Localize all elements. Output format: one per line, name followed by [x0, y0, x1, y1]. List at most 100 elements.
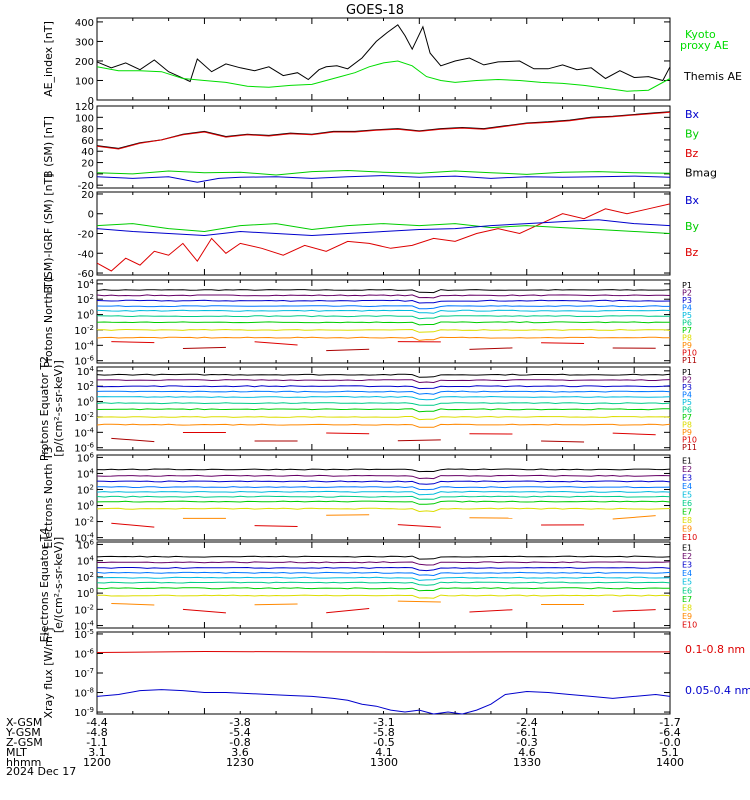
- y-axis-label: Electrons North T3: [42, 446, 55, 548]
- y-tick-label: 106: [77, 451, 95, 464]
- footer-value: -1.1: [86, 736, 107, 749]
- y-tick-label: 60: [81, 136, 94, 147]
- legend-entry: By: [685, 128, 700, 141]
- series-line: [96, 219, 671, 237]
- series-line: [96, 111, 671, 150]
- footer-value: -6.4: [659, 726, 680, 739]
- y-tick-label: 106: [77, 538, 95, 551]
- legend-entry: P7: [682, 413, 692, 422]
- y-tick-label: 10-2: [74, 324, 94, 337]
- y-tick-label: 10-4: [74, 339, 94, 352]
- y-tick-label: 10-9: [74, 706, 94, 719]
- legend-entry: Bx: [685, 108, 700, 121]
- panel-7: Electrons Equator T4 [e/(cm²-s-sr-keV)] 10…: [38, 528, 697, 643]
- channel-segment: [397, 524, 441, 528]
- legend-entry: P5: [682, 311, 692, 320]
- y-tick-label: 10-4: [74, 426, 94, 439]
- channel-line: [96, 581, 671, 586]
- y-tick-label: 10-8: [74, 687, 94, 700]
- y-tick-label: 10-5: [74, 628, 94, 641]
- footer-row-label: Z-GSM: [6, 736, 43, 749]
- channel-line: [96, 587, 670, 592]
- y-tick-label: 100: [77, 309, 94, 322]
- chart-title: GOES-18: [346, 3, 404, 18]
- channel-segment: [612, 515, 656, 520]
- y-axis-label: Protons North T1: [42, 275, 55, 368]
- y-axis-label: Protons Equator T2: [38, 356, 51, 461]
- channel-line: [96, 395, 671, 401]
- footer-value: -0.3: [516, 736, 537, 749]
- channel-segment: [111, 522, 155, 528]
- channel-line: [96, 315, 670, 320]
- channel-line: [96, 507, 671, 513]
- y-tick-label: 102: [77, 483, 94, 496]
- footer-value: -0.8: [229, 736, 250, 749]
- footer-value: -0.5: [373, 736, 394, 749]
- y-tick-label: 200: [75, 57, 94, 68]
- panel-frame: [96, 191, 671, 276]
- panel-frame: [96, 541, 671, 629]
- legend-entry: P2: [682, 288, 692, 297]
- y-tick-label: 104: [77, 555, 95, 568]
- y-tick-label: 104: [77, 365, 95, 378]
- footer-value: -3.8: [229, 716, 250, 729]
- channel-segment: [612, 609, 656, 612]
- channel-line: [96, 423, 671, 428]
- legend-entry: P11: [682, 443, 697, 452]
- channel-line: [97, 566, 671, 572]
- legend-entry: P1: [682, 368, 692, 377]
- channel-line: [97, 379, 671, 384]
- footer-value: 1230: [226, 756, 254, 769]
- channel-line: [96, 555, 671, 560]
- legend-entry: 0.05-0.4 nm: [685, 684, 750, 697]
- y-tick-label: 300: [75, 37, 94, 48]
- legend-entry: P6: [682, 406, 692, 415]
- series-line: [96, 689, 671, 715]
- footer-value: -4.8: [86, 726, 107, 739]
- channel-line: [96, 299, 671, 304]
- y-axis-label: Electrons Equator T4: [38, 528, 51, 643]
- y-tick-label: 104: [77, 278, 95, 291]
- legend-entry: E4: [682, 569, 692, 578]
- footer-axis-table: 2024 Dec 17 X-GSM -4.4 -3.8 -3.1 -2.4 -1.7 Y-G…: [5, 716, 684, 778]
- channel-line: [96, 321, 671, 326]
- legend-entry: P9: [682, 428, 692, 437]
- y-tick-label: 20: [81, 190, 94, 201]
- legend-entry: P8: [682, 334, 692, 343]
- footer-value: -3.1: [373, 716, 394, 729]
- legend-entry: E2: [682, 552, 692, 561]
- legend-entry: P4: [682, 303, 692, 312]
- channel-line: [96, 480, 671, 485]
- legend: Bx By Bz Bmag: [685, 108, 717, 180]
- channel-segment: [111, 341, 155, 344]
- legend: 0.1-0.8 nm 0.05-0.4 nm: [685, 643, 750, 697]
- legend-entry: E9: [682, 524, 692, 533]
- channel-line: [96, 294, 671, 299]
- y-axis-label: B (SM) [nT]: [42, 116, 55, 178]
- legend-entry: P6: [682, 319, 692, 328]
- channel-line: [96, 468, 671, 473]
- footer-value: -6.1: [516, 726, 537, 739]
- footer-value: 1200: [83, 756, 111, 769]
- channel-line: [96, 289, 671, 294]
- footer-value: 4.1: [375, 746, 393, 759]
- legend-entry: P10: [682, 349, 697, 358]
- channel-line: [96, 305, 670, 310]
- panel-5: Protons Equator T2 [p/(cm²-s-sr-keV)] 1041…: [38, 356, 697, 461]
- legend-entry: Kyoto: [685, 28, 716, 41]
- channel-line: [97, 328, 671, 333]
- channel-segment: [111, 437, 155, 443]
- y-tick-label: 100: [77, 396, 94, 409]
- series-line: [96, 650, 670, 653]
- legend-entry: E7: [682, 507, 692, 516]
- legend-entry: E6: [682, 586, 692, 595]
- channel-line: [97, 486, 671, 491]
- footer-value: 1400: [656, 756, 684, 769]
- y-axis-unit: [e/(cm²-s-sr-keV)]: [52, 537, 65, 633]
